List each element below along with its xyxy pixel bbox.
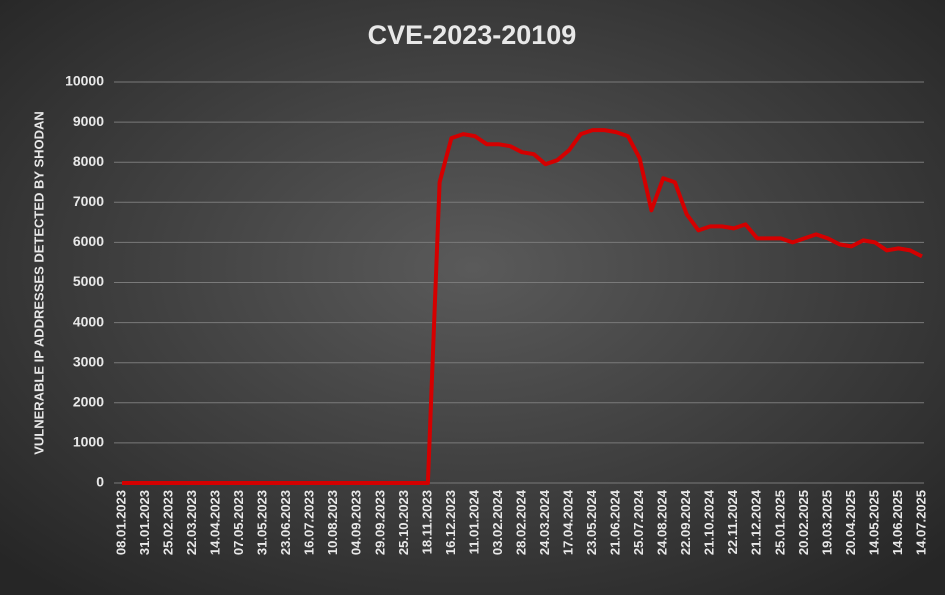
- x-tick-label: 22.03.2023: [184, 490, 199, 555]
- x-tick-label: 31.01.2023: [137, 490, 152, 555]
- x-tick-label: 19.03.2025: [819, 490, 834, 555]
- x-tick-label: 10.08.2023: [325, 490, 340, 555]
- x-tick-label: 25.01.2025: [772, 490, 787, 555]
- x-tick-label: 20.04.2025: [843, 490, 858, 555]
- chart-title: CVE-2023-20109: [368, 20, 577, 50]
- x-tick-label: 22.09.2024: [678, 489, 693, 555]
- x-tick-label: 14.06.2025: [890, 490, 905, 555]
- y-tick-label: 9000: [73, 113, 104, 129]
- y-tick-label: 6000: [73, 233, 104, 249]
- x-tick-label: 28.02.2024: [513, 489, 528, 555]
- x-tick-label: 24.08.2024: [655, 489, 670, 555]
- x-tick-label: 23.05.2024: [584, 489, 599, 555]
- x-tick-label: 14.04.2023: [208, 490, 223, 555]
- x-tick-label: 24.03.2024: [537, 489, 552, 555]
- y-axis-label: VULNERABLE IP ADDRESSES DETECTED BY SHOD…: [31, 111, 46, 455]
- x-tick-label: 22.11.2024: [725, 489, 740, 554]
- x-tick-label: 29.09.2023: [372, 490, 387, 555]
- x-tick-label: 25.10.2023: [396, 490, 411, 555]
- y-tick-label: 2000: [73, 394, 104, 410]
- y-tick-label: 3000: [73, 353, 104, 369]
- x-tick-label: 25.02.2023: [160, 490, 175, 555]
- x-tick-label: 07.05.2023: [231, 490, 246, 555]
- x-tick-label: 21.10.2024: [702, 489, 717, 555]
- y-tick-label: 8000: [73, 153, 104, 169]
- x-tick-label: 03.02.2024: [490, 489, 505, 555]
- x-tick-label: 16.07.2023: [302, 490, 317, 555]
- y-tick-label: 5000: [73, 273, 104, 289]
- data-line: [122, 128, 923, 485]
- x-tick-label: 04.09.2023: [349, 490, 364, 555]
- x-tick-label: 23.06.2023: [278, 490, 293, 555]
- x-tick-label: 14.05.2025: [866, 490, 881, 555]
- x-tick-label: 25.07.2024: [631, 489, 646, 555]
- x-tick-label: 11.01.2024: [466, 489, 481, 554]
- x-tick-label: 21.06.2024: [608, 489, 623, 555]
- x-tick-label: 17.04.2024: [560, 489, 575, 555]
- y-tick-label: 7000: [73, 193, 104, 209]
- x-tick-label: 21.12.2024: [749, 489, 764, 555]
- x-tick-label: 18.11.2023: [419, 490, 434, 554]
- x-tick-label: 14.07.2025: [913, 490, 928, 555]
- x-tick-label: 16.12.2023: [443, 490, 458, 555]
- y-tick-label: 10000: [65, 73, 104, 89]
- y-tick-label: 4000: [73, 313, 104, 329]
- x-tick-label: 08.01.2023: [113, 490, 128, 555]
- x-tick-label: 31.05.2023: [255, 490, 270, 555]
- y-tick-label: 0: [96, 474, 104, 490]
- y-tick-label: 1000: [73, 434, 104, 450]
- x-tick-label: 20.02.2025: [796, 490, 811, 555]
